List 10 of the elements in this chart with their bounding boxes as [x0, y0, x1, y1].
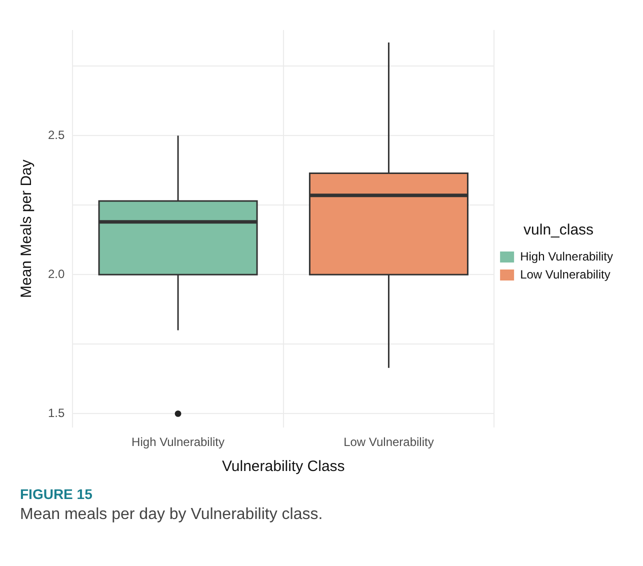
caption: FIGURE 15 [20, 486, 94, 502]
legend-label: Low Vulnerability [520, 267, 610, 282]
y-axis-title: Mean Meals per Day [18, 159, 36, 298]
x-axis-title: Vulnerability Class [222, 458, 345, 476]
y-tick-label: 2.5 [48, 128, 65, 142]
y-tick-label: 2.0 [48, 266, 65, 281]
y-tick-label: 1.5 [48, 406, 65, 420]
legend-title: vuln_class [524, 222, 594, 239]
legend-label: High Vulnerability [520, 249, 613, 264]
text: Mean meals per day by Vulnerability class. [20, 506, 324, 524]
